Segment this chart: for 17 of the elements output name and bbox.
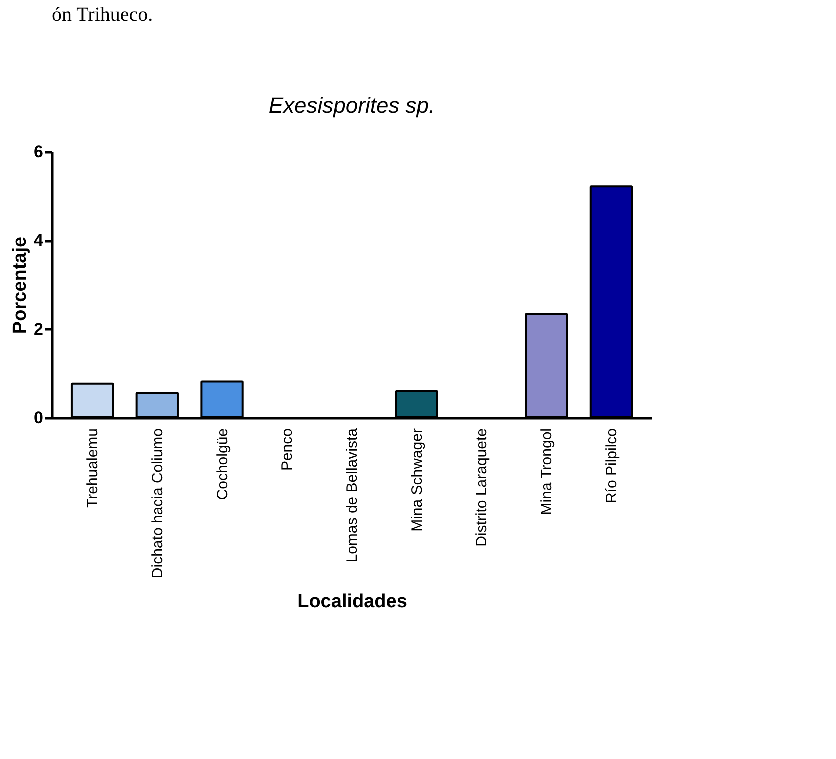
x-tick-label: Dichato hacia Coliumo [149,428,166,579]
y-axis-title: Porcentaje [10,236,32,334]
y-tick-label: 6 [34,142,44,162]
text: ón Trihueco. [52,4,154,26]
x-tick-label: Mina Schwager [408,428,426,532]
y-tick-label: 2 [34,320,44,339]
y-tick-label: 0 [34,408,44,428]
x-tick-label: Lomas de Bellavista [344,428,361,563]
y-tick-label: 4 [34,231,44,250]
x-tick-label: Mina Trongol [538,428,556,516]
x-tick-label: Trehualemu [84,428,102,508]
x-tick-label: Cocholgüe [214,428,232,500]
x-axis-title: Localidades [298,592,408,613]
x-tick-label: Penco [279,428,296,472]
chart-title: Exesisporites sp. [268,93,436,118]
x-tick-label: Río Pilpilco [603,428,620,504]
x-tick-label: Distrito Laraquete [474,428,491,547]
